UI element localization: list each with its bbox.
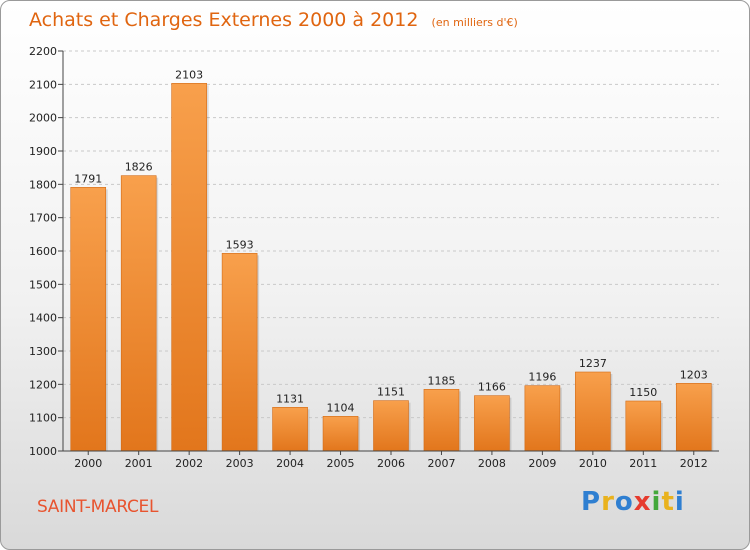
data-label-2008: 1166 — [478, 381, 506, 394]
x-tick-label-2007: 2007 — [427, 457, 455, 470]
x-tick-label-2001: 2001 — [125, 457, 153, 470]
data-label-2001: 1826 — [125, 161, 153, 174]
bar-2012 — [675, 383, 712, 452]
x-tick-label-2004: 2004 — [276, 457, 304, 470]
y-tick-label: 2000 — [29, 112, 57, 125]
data-label-2004: 1131 — [276, 392, 304, 405]
y-tick-label: 1500 — [29, 278, 57, 291]
commune-name: SAINT-MARCEL — [37, 497, 159, 517]
y-tick-label: 2100 — [29, 78, 57, 91]
y-tick-label: 1100 — [29, 412, 57, 425]
bar-2011 — [625, 400, 662, 452]
bar-2010 — [575, 371, 611, 452]
data-label-2007: 1185 — [427, 374, 455, 387]
y-tick-label: 1900 — [29, 145, 57, 158]
chart-subtitle: (en milliers d'€) — [431, 16, 518, 29]
y-tick-label: 1000 — [29, 445, 57, 458]
x-tick-label-2000: 2000 — [74, 457, 102, 470]
logo-letter: i — [674, 487, 685, 517]
data-label-2010: 1237 — [579, 357, 607, 370]
x-tick-label-2009: 2009 — [528, 457, 556, 470]
bar-2005 — [322, 416, 359, 452]
chart-title: Achats et Charges Externes 2000 à 2012 — [29, 9, 419, 31]
bar-2006 — [373, 400, 409, 452]
x-tick-label-2011: 2011 — [629, 457, 657, 470]
data-label-2000: 1791 — [74, 172, 102, 185]
data-label-2011: 1150 — [629, 386, 657, 399]
bar-2001 — [120, 175, 157, 452]
bar-2008 — [474, 395, 510, 452]
x-tick-label-2012: 2012 — [680, 457, 708, 470]
data-label-2003: 1593 — [226, 238, 254, 251]
y-tick-label: 1700 — [29, 212, 57, 225]
data-label-2012: 1203 — [680, 368, 708, 381]
x-tick-label-2002: 2002 — [175, 457, 203, 470]
logo-letter: i — [651, 487, 662, 517]
x-tick-label-2010: 2010 — [579, 457, 607, 470]
bar-2003 — [221, 253, 258, 452]
logo-letter: r — [601, 487, 615, 517]
logo-letter: x — [633, 487, 652, 517]
logo-letter: P — [581, 487, 602, 517]
data-label-2009: 1196 — [528, 371, 556, 384]
bar-2009 — [524, 385, 561, 452]
bar-2004 — [272, 407, 308, 452]
y-tick-label: 1400 — [29, 312, 57, 325]
bar-2000 — [70, 187, 107, 452]
y-tick-label: 1600 — [29, 245, 57, 258]
bar-2002 — [171, 83, 207, 452]
logo-letter: t — [661, 487, 675, 517]
bar-2007 — [423, 389, 460, 452]
logo-letter: o — [614, 487, 634, 517]
x-tick-label-2006: 2006 — [377, 457, 405, 470]
bars: 1791 1826 2103 1593 1131 1104 1151 1185 1166 1196… — [70, 68, 714, 452]
y-tick-label: 1200 — [29, 378, 57, 391]
x-tick-label-2003: 2003 — [226, 457, 254, 470]
y-tick-label: 1800 — [29, 178, 57, 191]
proxiti-logo: Proxiti — [581, 487, 685, 517]
data-label-2006: 1151 — [377, 386, 405, 399]
y-tick-label: 1300 — [29, 345, 57, 358]
data-label-2005: 1104 — [327, 401, 355, 414]
x-tick-label-2008: 2008 — [478, 457, 506, 470]
data-label-2002: 2103 — [175, 68, 203, 81]
x-tick-label-2005: 2005 — [327, 457, 355, 470]
axes: 1000 1100 1200 1300 1400 1500 1600 1700 1800 1900… — [29, 45, 719, 470]
y-tick-label: 2200 — [29, 45, 57, 58]
title-row: Achats et Charges Externes 2000 à 2012 (… — [29, 9, 518, 31]
